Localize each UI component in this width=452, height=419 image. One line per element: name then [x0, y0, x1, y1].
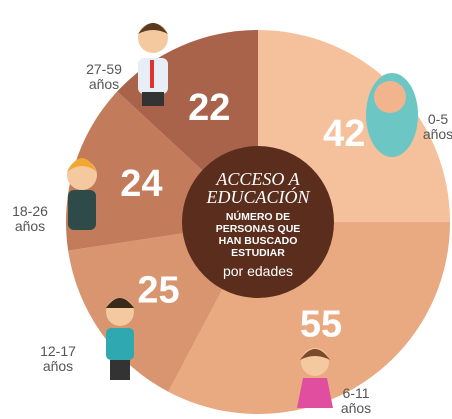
icon-adult — [138, 23, 168, 106]
category-label: 27-59 años — [86, 61, 122, 92]
value-label: 55 — [300, 304, 342, 346]
value-label: 24 — [120, 163, 162, 205]
chart-caption: por edades — [222, 263, 294, 279]
chart-subtitle: NÚMERO DE PERSONAS QUE HAN BUSCADO ESTUD… — [215, 211, 301, 259]
center-disc — [182, 146, 334, 298]
icon-young — [67, 158, 97, 230]
chart-title: ACCESO A EDUCACIÓN — [206, 169, 310, 207]
value-label: 42 — [323, 113, 365, 155]
center-text: ACCESO A EDUCACIÓN NÚMERO DE PERSONAS QU… — [188, 170, 328, 279]
category-label: 12-17 años — [40, 343, 76, 374]
category-label: 6-11 años — [340, 385, 372, 416]
value-label: 25 — [137, 270, 179, 312]
icon-child — [297, 348, 333, 408]
category-label: 18-26 años — [12, 203, 48, 234]
value-label: 22 — [188, 87, 230, 129]
category-label: 0-5 años — [422, 111, 452, 142]
icon-baby — [366, 73, 418, 157]
icon-teen — [106, 298, 134, 380]
